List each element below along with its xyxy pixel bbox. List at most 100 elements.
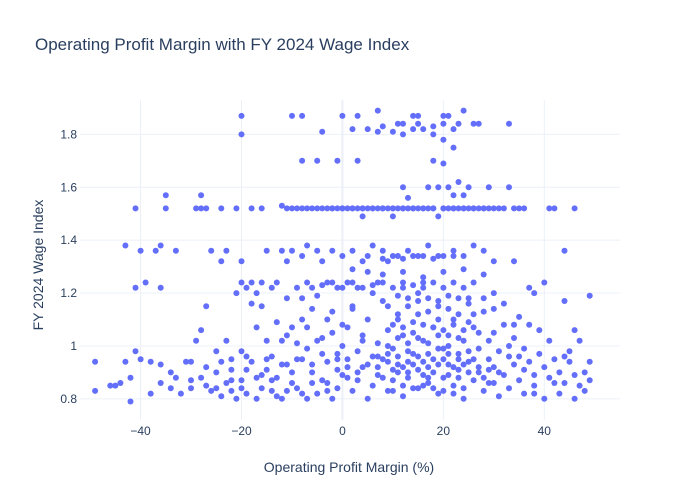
scatter-point [364,126,371,133]
scatter-point [455,335,462,341]
scatter-point [511,361,517,368]
scatter-point [480,271,487,278]
y-tick-label: 1.6 [60,180,77,194]
x-axis-title: Operating Profit Margin (%) [264,459,434,475]
scatter-point [394,205,401,212]
scatter-point [132,284,139,291]
scatter-point [359,337,366,344]
scatter-point [238,258,245,265]
scatter-point [314,337,321,344]
scatter-point [425,184,432,191]
scatter-point [531,290,538,297]
scatter-point [445,112,452,119]
scatter-point [329,205,336,212]
scatter-point [430,123,437,130]
scatter-point [475,205,482,212]
scatter-point [506,385,512,392]
scatter-point [470,356,477,363]
scatter-point [495,205,502,212]
scatter-point [147,390,154,397]
scatter-point [172,374,179,381]
scatter-point [157,361,164,368]
scatter-point [425,350,432,357]
scatter-point [294,340,300,347]
scatter-point [339,284,346,291]
scatter-point [193,337,200,344]
scatter-point [394,316,401,323]
scatter-point [268,353,275,360]
scatter-point [157,380,164,386]
scatter-point [465,348,472,355]
scatter-point [400,268,406,275]
scatter-point [162,192,169,199]
scatter-point [490,205,497,212]
scatter-point [107,382,114,389]
scatter-point [445,372,452,378]
scatter-point [172,247,179,254]
scatter-point [289,205,295,212]
scatter-point [460,385,467,392]
scatter-point [384,303,391,310]
scatter-point [319,282,326,289]
scatter-point [354,369,361,376]
scatter-point [490,329,497,336]
scatter-point [344,374,351,381]
scatter-point [415,205,422,212]
scatter-point [258,372,265,378]
scatter-point [329,308,336,315]
scatter-point [273,374,280,381]
scatter-point [369,205,376,212]
scatter-point [430,279,437,286]
scatter-point [400,255,406,262]
scatter-point [157,242,164,249]
scatter-point [334,157,341,164]
scatter-point [455,120,462,127]
scatter-point [394,353,401,360]
scatter-point [309,284,316,291]
scatter-point [485,184,492,191]
scatter-point [188,358,194,365]
scatter-point [440,374,447,381]
scatter-point [480,374,487,381]
scatter-point [319,350,326,357]
scatter-point [374,279,381,286]
scatter-point [435,361,442,368]
scatter-point [405,295,411,302]
scatter-point [334,385,341,392]
scatter-point [334,205,341,212]
scatter-point [304,279,311,286]
scatter-point [243,284,250,291]
scatter-point [349,279,356,286]
scatter-point [183,358,189,365]
scatter-point [470,377,477,384]
scatter-point [430,356,437,363]
scatter-point [405,369,411,376]
x-tick-label: −40 [130,424,151,438]
scatter-point [495,393,502,400]
scatter-point [415,112,422,119]
scatter-point [450,205,457,212]
scatter-point [374,353,381,360]
scatter-point [253,374,260,381]
scatter-point [536,350,543,357]
scatter-point [435,316,442,323]
scatter-point [213,348,220,355]
scatter-point [334,366,341,373]
scatter-point [218,258,225,265]
scatter-point [430,255,437,262]
scatter-point [379,123,386,130]
scatter-point [299,253,306,259]
scatter-point [410,282,417,289]
scatter-point [294,284,300,291]
scatter-point [465,369,472,376]
scatter-point [490,305,497,312]
scatter-point [188,377,194,384]
scatter-point [379,356,386,363]
scatter-point [460,361,467,368]
scatter-point [420,321,427,328]
y-tick-label: 1 [70,339,77,353]
scatter-point [460,205,467,212]
scatter-point [546,337,553,344]
scatter-point [384,350,391,357]
scatter-point [223,337,230,344]
